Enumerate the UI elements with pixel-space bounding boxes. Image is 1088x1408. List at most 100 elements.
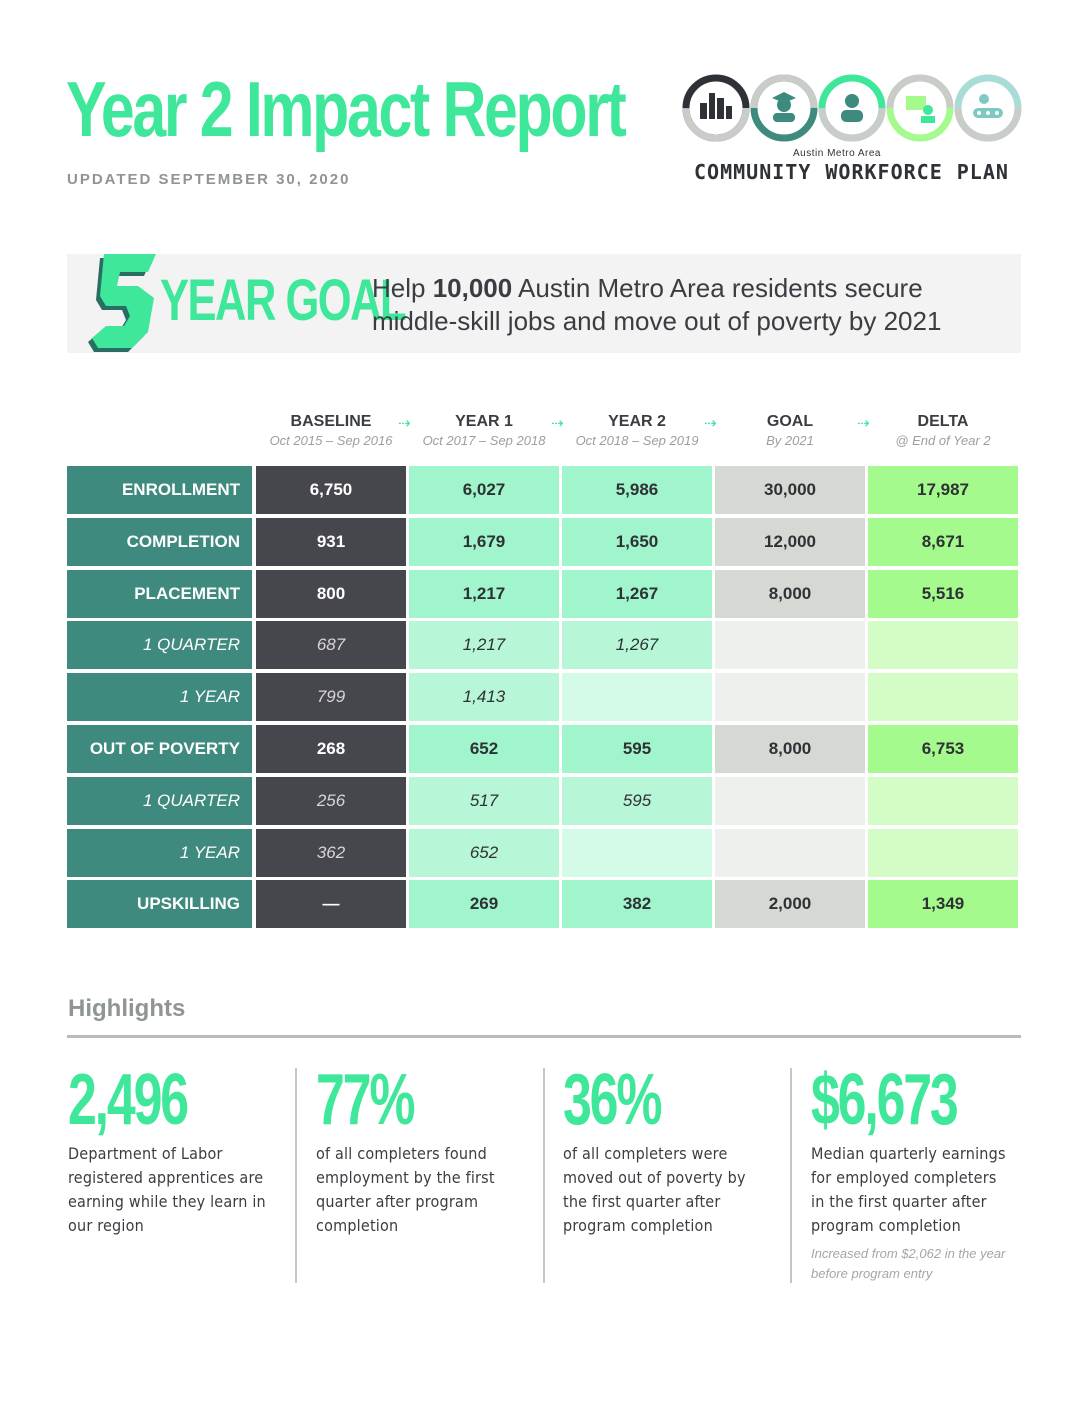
- row-label: 1 YEAR: [67, 829, 252, 877]
- table-cell-delta: [868, 777, 1018, 825]
- highlight-apprentices: 2,496 Department of Labor registered app…: [68, 1060, 268, 1238]
- table-cell-delta: 6,753: [868, 725, 1018, 773]
- table-cell-goal: [715, 621, 865, 669]
- column-header-year1: YEAR 1 Oct 2017 – Sep 2018: [409, 413, 559, 448]
- logo-word-community: COMMUNITY: [694, 160, 812, 184]
- table-cell-year1: 1,413: [409, 673, 559, 721]
- goal-label: YEAR GOAL: [160, 268, 407, 333]
- table-cell-goal: 30,000: [715, 466, 865, 514]
- table-cell-baseline: 799: [256, 673, 406, 721]
- logo-word-workforce: WORKFORCE: [825, 160, 943, 184]
- column-divider: [295, 1068, 297, 1283]
- table-cell-year2: [562, 829, 712, 877]
- table-cell-baseline: 362: [256, 829, 406, 877]
- table-cell-delta: 5,516: [868, 570, 1018, 618]
- highlight-earnings: $6,673 Median quarterly earnings for emp…: [811, 1060, 1011, 1284]
- table-cell-baseline: 931: [256, 518, 406, 566]
- goal-text-after: Austin Metro Area residents secure middl…: [372, 273, 942, 336]
- column-title: YEAR 2: [608, 413, 666, 430]
- table-cell-baseline: 256: [256, 777, 406, 825]
- table-cell-goal: 8,000: [715, 570, 865, 618]
- highlight-description: Median quarterly earnings for employed c…: [811, 1144, 1006, 1235]
- table-cell-baseline: 6,750: [256, 466, 406, 514]
- table-cell-year2: 595: [562, 777, 712, 825]
- table-cell-delta: [868, 829, 1018, 877]
- arrow-icon: ⇢: [704, 415, 717, 432]
- highlight-description: Department of Labor registered apprentic…: [68, 1144, 266, 1235]
- table-cell-year1: 652: [409, 725, 559, 773]
- skyline-icon: [682, 74, 750, 142]
- column-period: Oct 2018 – Sep 2019: [575, 433, 699, 448]
- column-period: Oct 2015 – Sep 2016: [269, 433, 393, 448]
- highlight-value: 36%: [563, 1060, 662, 1140]
- highlight-value: $6,673: [811, 1060, 959, 1140]
- report-title: Year 2 Impact Report: [66, 65, 627, 153]
- column-period: Oct 2017 – Sep 2018: [422, 433, 546, 448]
- goal-number: 5: [116, 319, 117, 321]
- column-title: GOAL: [766, 413, 814, 430]
- table-cell-goal: [715, 777, 865, 825]
- table-cell-delta: 1,349: [868, 880, 1018, 928]
- table-cell-delta: 8,671: [868, 518, 1018, 566]
- logo-wordmark: COMMUNITY WORKFORCE PLAN: [694, 160, 1023, 184]
- table-cell-year1: 1,217: [409, 621, 559, 669]
- table-cell-year2: 5,986: [562, 466, 712, 514]
- five-year-number-graphic: 5: [88, 254, 156, 352]
- goal-text-bold: 10,000: [432, 273, 513, 303]
- table-cell-year2: [562, 673, 712, 721]
- graduate-icon: [750, 74, 818, 142]
- logo-subtitle: Austin Metro Area: [793, 148, 881, 159]
- row-label: UPSKILLING: [67, 880, 252, 928]
- column-title: BASELINE: [290, 413, 372, 430]
- community-workforce-plan-logo: [682, 74, 1022, 142]
- highlight-employment: 77% of all completers found employment b…: [316, 1060, 516, 1238]
- computer-user-icon: [886, 74, 954, 142]
- column-header-delta: DELTA @ End of Year 2: [868, 413, 1018, 448]
- column-period: By 2021: [766, 433, 814, 448]
- table-cell-year2: 1,650: [562, 518, 712, 566]
- row-label: 1 QUARTER: [67, 621, 252, 669]
- table-cell-year1: 6,027: [409, 466, 559, 514]
- column-header-goal: GOAL By 2021: [715, 413, 865, 448]
- table-cell-year1: 269: [409, 880, 559, 928]
- highlight-description: of all completers were moved out of pove…: [563, 1144, 746, 1235]
- row-label: COMPLETION: [67, 518, 252, 566]
- table-cell-year1: 1,217: [409, 570, 559, 618]
- table-cell-year2: 1,267: [562, 570, 712, 618]
- updated-date: UPDATED SEPTEMBER 30, 2020: [67, 171, 351, 188]
- highlights-divider: [67, 1035, 1021, 1038]
- table-cell-delta: [868, 621, 1018, 669]
- logo-word-plan: PLAN: [956, 160, 1009, 184]
- column-header-baseline: BASELINE Oct 2015 – Sep 2016: [256, 413, 406, 448]
- table-cell-year2: 382: [562, 880, 712, 928]
- row-label: OUT OF POVERTY: [67, 725, 252, 773]
- table-cell-year1: 652: [409, 829, 559, 877]
- table-cell-delta: 17,987: [868, 466, 1018, 514]
- goal-text-before: Help: [372, 273, 433, 303]
- highlight-value: 2,496: [68, 1060, 189, 1140]
- highlight-description: of all completers found employment by th…: [316, 1144, 495, 1235]
- highlight-note: Increased from $2,062 in the year before…: [811, 1246, 1006, 1281]
- goal-statement: Help 10,000 Austin Metro Area residents …: [372, 272, 1012, 338]
- column-divider: [543, 1068, 545, 1283]
- table-cell-goal: [715, 673, 865, 721]
- table-cell-goal: 2,000: [715, 880, 865, 928]
- table-cell-year2: 1,267: [562, 621, 712, 669]
- arrow-icon: ⇢: [857, 415, 870, 432]
- assembly-line-icon: [954, 74, 1022, 142]
- table-cell-delta: [868, 673, 1018, 721]
- highlights-heading: Highlights: [68, 995, 186, 1022]
- table-cell-baseline: 800: [256, 570, 406, 618]
- highlight-poverty: 36% of all completers were moved out of …: [563, 1060, 763, 1238]
- row-label: 1 QUARTER: [67, 777, 252, 825]
- table-cell-baseline: 268: [256, 725, 406, 773]
- column-header-year2: YEAR 2 Oct 2018 – Sep 2019: [562, 413, 712, 448]
- arrow-icon: ⇢: [551, 415, 564, 432]
- row-label: 1 YEAR: [67, 673, 252, 721]
- highlight-value: 77%: [316, 1060, 415, 1140]
- table-cell-year1: 1,679: [409, 518, 559, 566]
- table-cell-baseline: 687: [256, 621, 406, 669]
- table-cell-goal: 8,000: [715, 725, 865, 773]
- table-cell-year2: 595: [562, 725, 712, 773]
- arrow-icon: ⇢: [398, 415, 411, 432]
